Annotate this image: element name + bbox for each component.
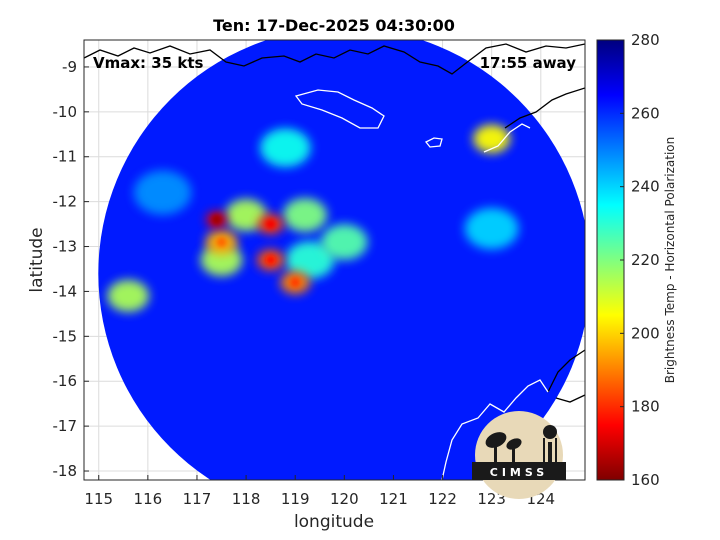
cimss-logo-text: CIMSS	[490, 466, 548, 479]
y-tick-label: -13	[53, 238, 78, 256]
feature-6	[200, 243, 243, 277]
swath-background	[98, 40, 585, 480]
x-tick-label: 117	[183, 490, 212, 508]
plot-frame	[83, 39, 586, 481]
x-tick-label: 122	[428, 490, 457, 508]
feature-2	[260, 128, 311, 168]
x-tick-label: 119	[281, 490, 310, 508]
x-tick-label: 123	[477, 490, 506, 508]
swath-layer	[84, 40, 585, 480]
x-tick-labels: 115 116 117 118 119 120 121 122 123 124	[84, 490, 555, 508]
x-tick-label: 118	[232, 490, 261, 508]
colorbar-tick-label: 200	[631, 324, 660, 342]
coastlines	[84, 43, 585, 480]
colorbar-label: Brightness Temp - Horizontal Polarizatio…	[663, 137, 677, 384]
island-small-outline	[424, 137, 443, 148]
feature-5	[282, 198, 328, 233]
feature-9	[473, 124, 511, 154]
coastline-white-ne	[483, 123, 531, 153]
feature-3	[285, 241, 335, 279]
colorbar-tick-label: 240	[631, 178, 660, 196]
feature-1	[464, 207, 519, 250]
colorbar	[596, 39, 625, 481]
colorbar-tick-label: 220	[631, 251, 660, 269]
chart-title: Ten: 17-Dec-2025 04:30:00	[213, 16, 455, 35]
cimss-logo: CIMSS	[472, 411, 566, 499]
colorbar-ticks: 280 260 240 220 200 180 160	[620, 31, 660, 489]
time-away-annotation: 17:55 away	[480, 54, 577, 72]
feature-7	[225, 199, 267, 232]
x-tick-label: 115	[84, 490, 113, 508]
island-timor-outline	[294, 89, 385, 129]
feature-core-4	[290, 277, 301, 288]
y-tick-label: -11	[53, 148, 78, 166]
feature-core-2	[216, 237, 227, 248]
colorbar-tick-label: 260	[631, 104, 660, 122]
y-tick-labels: -9 -10 -11 -12 -13 -14 -15 -16 -17 -18	[53, 58, 78, 480]
colorbar-tick-label: 280	[631, 31, 660, 49]
coastline-north	[84, 43, 585, 75]
y-tick-label: -9	[62, 58, 77, 76]
x-axis-title: longitude	[294, 512, 374, 532]
y-tick-label: -10	[53, 103, 78, 121]
y-tick-label: -15	[53, 327, 78, 345]
coastline-southeast	[547, 349, 585, 393]
coastline-aus	[555, 394, 585, 403]
colorbar-tick-label: 180	[631, 398, 660, 416]
y-tick-label: -17	[53, 417, 78, 435]
feature-4	[321, 224, 368, 260]
feature-core-3	[265, 255, 276, 265]
coastline-east	[504, 87, 585, 129]
y-axis-title: latitude	[27, 227, 47, 292]
y-tick-label: -14	[53, 282, 78, 300]
feature-core-0	[211, 214, 222, 225]
x-tick-label: 116	[134, 490, 163, 508]
feature-8	[107, 279, 150, 313]
feature-0	[133, 170, 192, 215]
y-tick-label: -12	[53, 193, 78, 211]
coastline-white-se	[441, 379, 549, 480]
x-tick-label: 120	[330, 490, 359, 508]
vmax-annotation: Vmax: 35 kts	[93, 54, 203, 72]
x-tick-label: 121	[379, 490, 408, 508]
convective-features	[107, 124, 519, 313]
colorbar-tick-label: 160	[631, 471, 660, 489]
y-tick-label: -16	[53, 372, 78, 390]
feature-core-1	[265, 219, 276, 230]
y-tick-label: -18	[53, 462, 78, 480]
